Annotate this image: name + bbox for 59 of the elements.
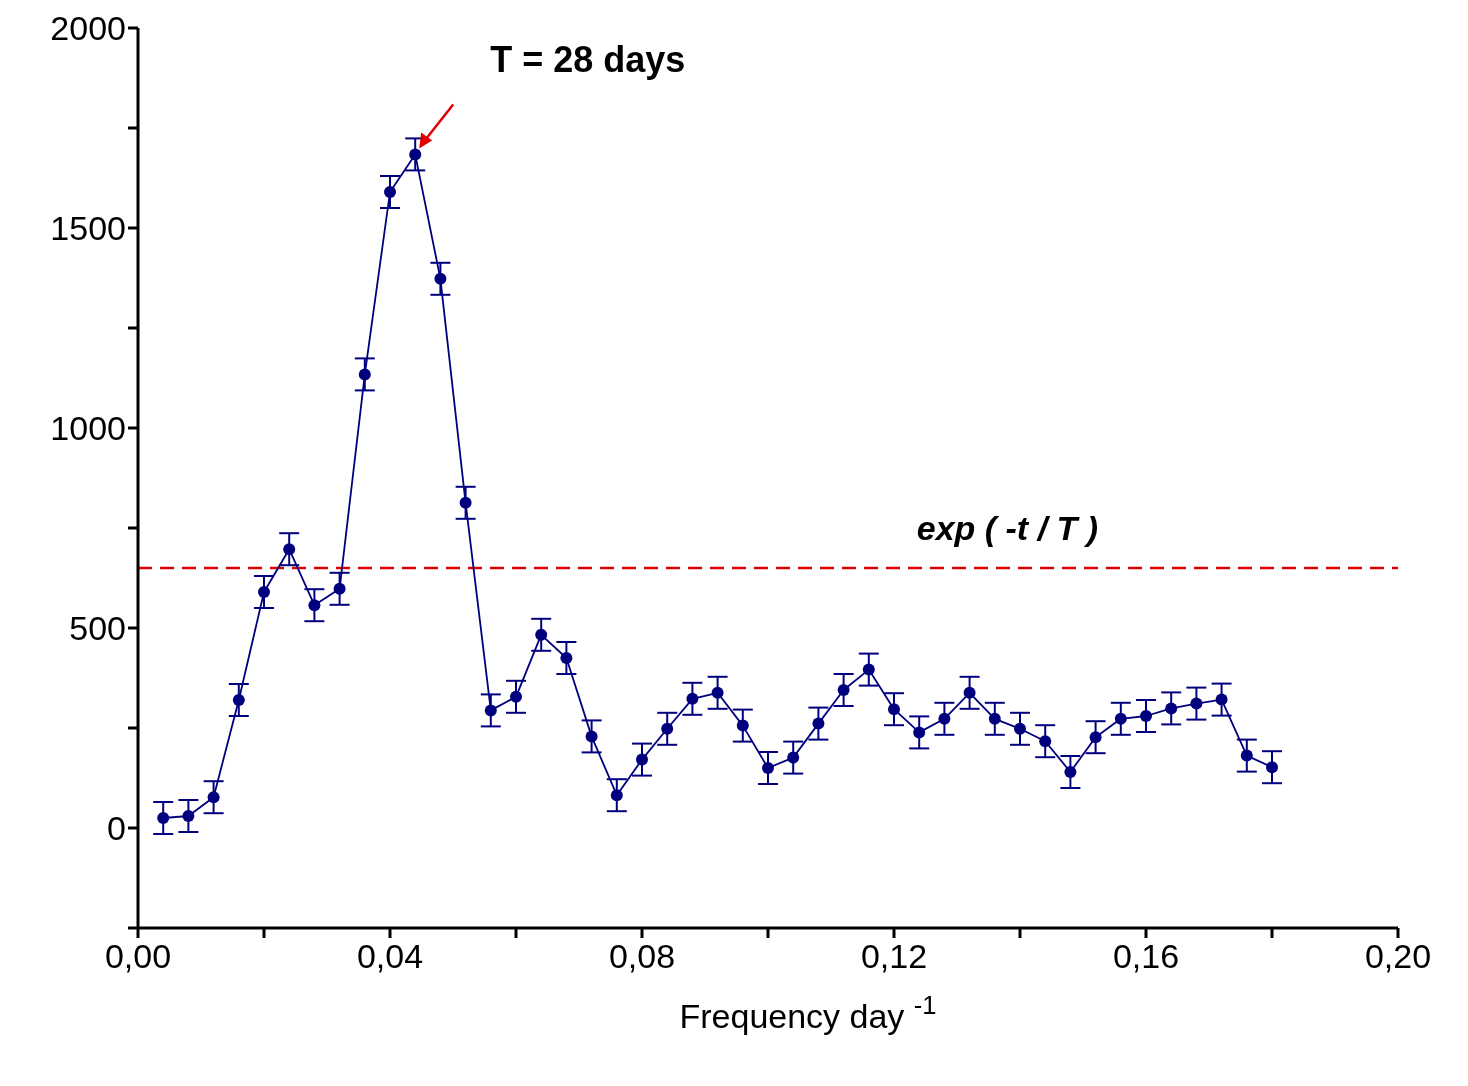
x-axis-title: Frequency day $^{-1}$ xyxy=(679,991,937,1035)
point xyxy=(686,692,699,705)
point xyxy=(610,789,623,802)
point xyxy=(1064,766,1077,778)
point xyxy=(1039,735,1052,748)
point xyxy=(409,148,422,161)
point xyxy=(283,543,296,556)
point xyxy=(535,628,548,641)
annotation: T = 28 days xyxy=(490,39,686,81)
point xyxy=(560,652,573,664)
point xyxy=(384,186,396,198)
point xyxy=(459,496,472,509)
point xyxy=(258,586,270,598)
point xyxy=(963,686,976,699)
y-tick-label: 2000 xyxy=(50,9,126,48)
y-tick-label: 500 xyxy=(69,609,126,648)
point xyxy=(988,712,1001,725)
point xyxy=(182,810,195,822)
point xyxy=(1215,693,1228,706)
ref-line-label: exp ( -t / T ) xyxy=(916,509,1099,547)
x-tick-label: 0,04 xyxy=(356,937,424,976)
point xyxy=(1140,710,1152,722)
point xyxy=(585,730,598,743)
x-tick-label: 0,20 xyxy=(1364,937,1432,976)
point xyxy=(308,599,321,612)
point xyxy=(636,753,648,766)
point xyxy=(862,663,875,676)
x-tick-label: 0,00 xyxy=(104,937,172,976)
point xyxy=(938,712,951,725)
point xyxy=(1014,722,1026,735)
point xyxy=(232,694,245,706)
point xyxy=(434,272,447,285)
point xyxy=(1165,702,1178,715)
point xyxy=(913,726,926,739)
point xyxy=(484,704,497,717)
y-tick-label: 1000 xyxy=(50,409,126,448)
point xyxy=(1240,749,1253,762)
point xyxy=(358,368,371,381)
point xyxy=(787,751,800,764)
point xyxy=(812,717,825,730)
point xyxy=(661,722,674,735)
x-tick-label: 0,12 xyxy=(860,937,928,976)
point xyxy=(762,762,774,774)
point xyxy=(736,719,749,732)
point xyxy=(1190,697,1203,710)
y-tick-label: 1500 xyxy=(50,209,126,248)
point xyxy=(711,686,724,699)
point xyxy=(1266,761,1278,774)
y-tick-label: 0 xyxy=(107,809,126,848)
point xyxy=(157,812,170,824)
point xyxy=(837,684,850,696)
x-tick-label: 0,08 xyxy=(608,937,676,976)
point xyxy=(888,703,900,716)
point xyxy=(510,690,522,703)
point xyxy=(1089,731,1102,744)
point xyxy=(207,791,220,804)
point xyxy=(333,582,346,595)
x-tick-label: 0,16 xyxy=(1112,937,1180,976)
point xyxy=(1114,712,1127,725)
